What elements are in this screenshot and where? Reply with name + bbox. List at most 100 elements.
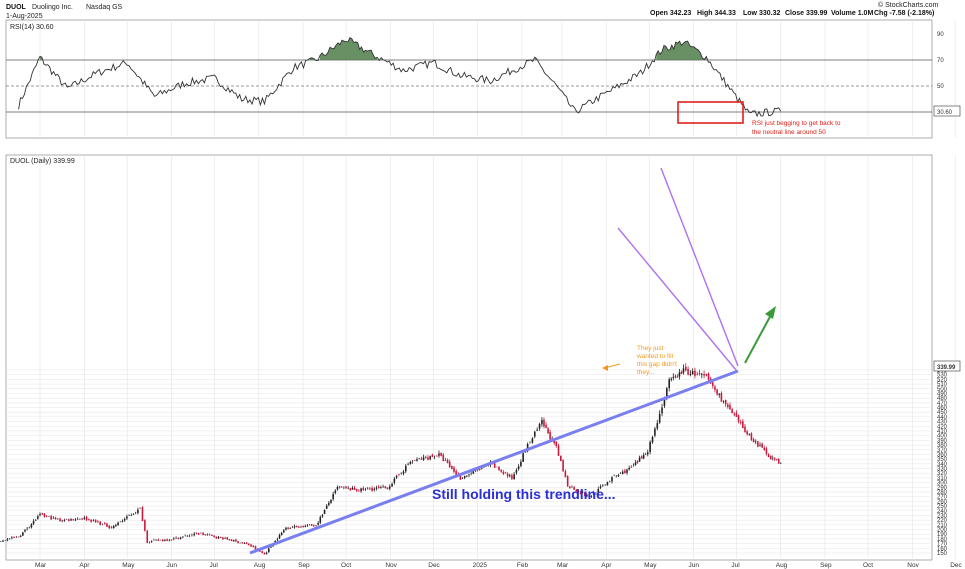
x-tick-label: Apr [601, 562, 612, 569]
price-y-tick: 190 [937, 532, 948, 538]
price-y-tick: 480 [937, 396, 948, 402]
symbol-label: DUOL [6, 4, 27, 11]
x-tick-label: Sep [820, 562, 832, 569]
gap-note-line2: wanted to fill [636, 353, 674, 360]
x-tick-label: Oct [863, 562, 873, 569]
wedge-lower-line [617, 227, 737, 371]
date-label: 1-Aug-2025 [6, 13, 43, 20]
rsi-value-tag-text: 30.60 [937, 110, 953, 116]
x-tick-label: Mar [35, 562, 47, 569]
credit-label: © StockCharts.com [878, 1, 939, 9]
rsi-y-tick: 70 [937, 58, 944, 64]
price-y-tick: 230 [937, 513, 948, 519]
x-tick-label: Sep [298, 562, 310, 569]
gap-note-line3: this gap didn't [637, 361, 677, 368]
price-y-tick: 250 [937, 504, 948, 510]
x-tick-label: Jul [731, 562, 740, 569]
price-y-tick: 340 [937, 462, 948, 468]
rsi-annotation-line2: the neutral line around 50 [752, 129, 826, 136]
x-tick-label: Aug [776, 562, 788, 569]
x-axis: Mar Apr May Jun Jul Aug Sep Oct Nov Dec 2025 Feb Mar… [35, 562, 963, 569]
price-y-tick: 220 [937, 518, 948, 524]
x-tick-label: Dec [950, 562, 962, 569]
price-y-tick: 240 [937, 509, 948, 515]
close-value: Close 339.99 [785, 10, 828, 17]
x-tick-label: Feb [517, 562, 529, 569]
price-y-tick: 260 [937, 499, 948, 505]
price-y-tick: 500 [937, 387, 948, 393]
support-trendline [249, 369, 739, 555]
price-y-tick: 310 [937, 476, 948, 482]
price-y-tick: 290 [937, 485, 948, 491]
volume-value: Volume 1.0M [831, 10, 873, 17]
rsi-annotation-line1: RSI just begging to get back to [752, 120, 841, 127]
rsi-value-tag [933, 105, 961, 117]
price-y-tick: 510 [937, 382, 948, 388]
price-y-tick: 400 [937, 434, 948, 440]
rsi-series-line [18, 36, 782, 118]
rsi-label: RSI(14) 30.60 [10, 24, 54, 31]
price-y-tick: 200 [937, 528, 948, 534]
wedge-upper-line [660, 167, 739, 367]
x-tick-label: Oct [341, 562, 351, 569]
price-y-tick: 270 [937, 495, 948, 501]
x-tick-label: Mar [557, 562, 569, 569]
gap-note-line4: they... [637, 369, 654, 376]
price-label: DUOL (Daily) 339.99 [10, 158, 75, 165]
price-y-tick: 530 [937, 373, 948, 379]
rsi-y-tick: 50 [937, 84, 944, 90]
x-tick-label: Dec [428, 562, 440, 569]
x-tick-label: Jun [167, 562, 178, 569]
price-y-tick: 370 [937, 448, 948, 454]
rsi-y-tick: 90 [937, 32, 944, 38]
rsi-panel: RSI(14) 30.60 90 70 50 30.60 RSI just begg… [5, 19, 961, 139]
bounce-arrow-head [765, 306, 776, 319]
x-tick-label: May [644, 562, 657, 569]
price-y-tick: 350 [937, 457, 948, 463]
price-y-tick: 410 [937, 429, 948, 435]
x-tick-label: 2025 [473, 562, 488, 569]
change-value: Chg -7.58 (-2.18%) [874, 10, 934, 17]
price-y-tick: 390 [937, 438, 948, 444]
high-value: High 344.33 [697, 10, 736, 17]
price-y-tick: 490 [937, 391, 948, 397]
x-tick-label: Jun [689, 562, 700, 569]
price-y-tick: 160 [937, 546, 948, 552]
low-value: Low 330.32 [743, 10, 780, 17]
gap-note-line1: They just [637, 345, 664, 352]
price-y-tick: 380 [937, 443, 948, 449]
last-price-tag-text: 339.99 [937, 365, 956, 371]
price-panel: DUOL (Daily) 339.99 54053052051050049048… [0, 154, 961, 561]
price-y-tick: 360 [937, 452, 948, 458]
last-price-tag [933, 360, 961, 372]
x-tick-label: Nov [385, 562, 397, 569]
price-y-tick: 440 [937, 415, 948, 421]
company-label: Duolingo Inc. [32, 4, 73, 11]
price-y-tick: 320 [937, 471, 948, 477]
price-y-tick: 520 [937, 377, 948, 383]
trendline-annotation: Still holding this trendline... [432, 486, 616, 502]
price-y-tick: 460 [937, 406, 948, 412]
price-y-tick: 430 [937, 420, 948, 426]
bounce-arrow [744, 312, 773, 364]
price-y-tick: 280 [937, 490, 948, 496]
price-y-tick: 210 [937, 523, 948, 529]
x-tick-label: Jul [209, 562, 218, 569]
price-y-tick: 170 [937, 542, 948, 548]
exchange-label: Nasdaq GS [86, 4, 123, 11]
price-y-tick: 180 [937, 537, 948, 543]
x-tick-label: May [122, 562, 135, 569]
x-tick-label: Nov [907, 562, 919, 569]
price-y-tick: 470 [937, 401, 948, 407]
price-y-tick: 300 [937, 481, 948, 487]
rsi-overbought-fill [320, 37, 378, 60]
price-y-tick: 150 [937, 551, 948, 557]
rsi-overbought-fill [656, 41, 707, 60]
gap-note-arrow-head [602, 365, 608, 371]
price-y-tick: 330 [937, 467, 948, 473]
x-tick-label: Aug [254, 562, 266, 569]
price-y-tick: 420 [937, 424, 948, 430]
open-value: Open 342.23 [650, 10, 691, 17]
price-y-tick: 450 [937, 410, 948, 416]
